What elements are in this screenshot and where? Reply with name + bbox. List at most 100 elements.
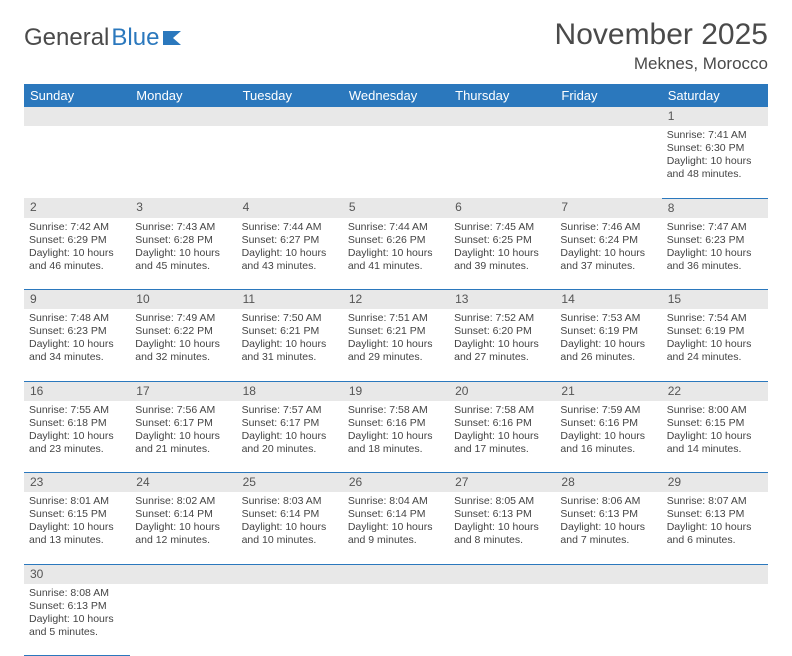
day-number-cell: 11	[237, 290, 343, 310]
day-number-cell: 1	[662, 107, 768, 126]
day-detail-cell	[449, 126, 555, 198]
day-detail-cell	[555, 584, 661, 656]
title-block: November 2025 Meknes, Morocco	[555, 18, 768, 74]
day-detail-cell	[237, 126, 343, 198]
day-detail-cell: Sunrise: 7:44 AMSunset: 6:27 PMDaylight:…	[237, 218, 343, 290]
day-number-cell	[130, 107, 236, 126]
day-detail-cell: Sunrise: 8:06 AMSunset: 6:13 PMDaylight:…	[555, 492, 661, 564]
day-number-cell: 4	[237, 198, 343, 218]
day-detail-cell: Sunrise: 7:49 AMSunset: 6:22 PMDaylight:…	[130, 309, 236, 381]
day-detail-cell: Sunrise: 7:53 AMSunset: 6:19 PMDaylight:…	[555, 309, 661, 381]
day-detail-cell: Sunrise: 7:55 AMSunset: 6:18 PMDaylight:…	[24, 401, 130, 473]
day-header: Monday	[130, 84, 236, 107]
calendar-body: 1Sunrise: 7:41 AMSunset: 6:30 PMDaylight…	[24, 107, 768, 656]
day-number-cell	[343, 564, 449, 584]
day-detail-cell: Sunrise: 7:58 AMSunset: 6:16 PMDaylight:…	[449, 401, 555, 473]
day-detail-cell: Sunrise: 7:45 AMSunset: 6:25 PMDaylight:…	[449, 218, 555, 290]
day-number-cell: 20	[449, 381, 555, 401]
day-number-cell	[555, 564, 661, 584]
day-header: Thursday	[449, 84, 555, 107]
day-number-cell: 9	[24, 290, 130, 310]
day-detail-cell: Sunrise: 7:51 AMSunset: 6:21 PMDaylight:…	[343, 309, 449, 381]
day-header: Wednesday	[343, 84, 449, 107]
day-number-cell: 23	[24, 473, 130, 493]
day-number-cell	[449, 564, 555, 584]
month-title: November 2025	[555, 18, 768, 52]
day-number-cell: 2	[24, 198, 130, 218]
day-detail-cell	[130, 126, 236, 198]
day-number-cell: 27	[449, 473, 555, 493]
day-detail-cell: Sunrise: 7:47 AMSunset: 6:23 PMDaylight:…	[662, 218, 768, 290]
logo-flag-icon	[163, 29, 185, 47]
day-number-cell: 17	[130, 381, 236, 401]
logo-text-1: General	[24, 24, 109, 52]
day-detail-cell: Sunrise: 8:03 AMSunset: 6:14 PMDaylight:…	[237, 492, 343, 564]
day-number-cell: 6	[449, 198, 555, 218]
day-number-cell: 15	[662, 290, 768, 310]
day-number-cell: 28	[555, 473, 661, 493]
day-number-cell	[24, 107, 130, 126]
day-detail-cell	[130, 584, 236, 656]
day-number-cell	[555, 107, 661, 126]
day-number-cell: 22	[662, 381, 768, 401]
logo-text-2: Blue	[111, 24, 159, 52]
day-number-cell: 18	[237, 381, 343, 401]
day-number-cell	[662, 564, 768, 584]
calendar-head: SundayMondayTuesdayWednesdayThursdayFrid…	[24, 84, 768, 107]
day-header: Sunday	[24, 84, 130, 107]
day-header: Friday	[555, 84, 661, 107]
day-detail-cell	[343, 126, 449, 198]
day-detail-cell: Sunrise: 7:56 AMSunset: 6:17 PMDaylight:…	[130, 401, 236, 473]
day-number-cell: 25	[237, 473, 343, 493]
day-detail-cell: Sunrise: 8:02 AMSunset: 6:14 PMDaylight:…	[130, 492, 236, 564]
day-detail-cell: Sunrise: 7:59 AMSunset: 6:16 PMDaylight:…	[555, 401, 661, 473]
day-number-cell: 14	[555, 290, 661, 310]
day-number-cell: 7	[555, 198, 661, 218]
header: GeneralBlue November 2025 Meknes, Morocc…	[24, 18, 768, 74]
day-detail-cell: Sunrise: 8:05 AMSunset: 6:13 PMDaylight:…	[449, 492, 555, 564]
calendar-table: SundayMondayTuesdayWednesdayThursdayFrid…	[24, 84, 768, 656]
day-number-cell: 19	[343, 381, 449, 401]
day-detail-cell: Sunrise: 8:00 AMSunset: 6:15 PMDaylight:…	[662, 401, 768, 473]
day-number-cell: 13	[449, 290, 555, 310]
day-header: Saturday	[662, 84, 768, 107]
day-detail-cell: Sunrise: 8:07 AMSunset: 6:13 PMDaylight:…	[662, 492, 768, 564]
day-detail-cell: Sunrise: 7:57 AMSunset: 6:17 PMDaylight:…	[237, 401, 343, 473]
day-detail-cell	[343, 584, 449, 656]
day-number-cell: 16	[24, 381, 130, 401]
day-number-cell	[449, 107, 555, 126]
day-number-cell: 21	[555, 381, 661, 401]
day-detail-cell	[555, 126, 661, 198]
day-number-cell: 24	[130, 473, 236, 493]
day-detail-cell	[237, 584, 343, 656]
day-number-cell	[237, 107, 343, 126]
day-detail-cell	[662, 584, 768, 656]
day-number-cell	[130, 564, 236, 584]
day-detail-cell: Sunrise: 7:43 AMSunset: 6:28 PMDaylight:…	[130, 218, 236, 290]
day-number-cell: 10	[130, 290, 236, 310]
day-number-cell	[343, 107, 449, 126]
day-detail-cell	[24, 126, 130, 198]
day-number-cell	[237, 564, 343, 584]
day-number-cell: 12	[343, 290, 449, 310]
logo: GeneralBlue	[24, 18, 185, 52]
day-number-cell: 8	[662, 198, 768, 218]
day-detail-cell: Sunrise: 7:46 AMSunset: 6:24 PMDaylight:…	[555, 218, 661, 290]
day-detail-cell: Sunrise: 7:50 AMSunset: 6:21 PMDaylight:…	[237, 309, 343, 381]
location: Meknes, Morocco	[555, 54, 768, 74]
day-detail-cell: Sunrise: 7:44 AMSunset: 6:26 PMDaylight:…	[343, 218, 449, 290]
day-number-cell: 3	[130, 198, 236, 218]
day-detail-cell: Sunrise: 7:54 AMSunset: 6:19 PMDaylight:…	[662, 309, 768, 381]
day-detail-cell	[449, 584, 555, 656]
day-number-cell: 30	[24, 564, 130, 584]
day-detail-cell: Sunrise: 7:48 AMSunset: 6:23 PMDaylight:…	[24, 309, 130, 381]
day-detail-cell: Sunrise: 8:01 AMSunset: 6:15 PMDaylight:…	[24, 492, 130, 564]
day-number-cell: 5	[343, 198, 449, 218]
day-detail-cell: Sunrise: 8:04 AMSunset: 6:14 PMDaylight:…	[343, 492, 449, 564]
day-detail-cell: Sunrise: 7:52 AMSunset: 6:20 PMDaylight:…	[449, 309, 555, 381]
day-detail-cell: Sunrise: 7:41 AMSunset: 6:30 PMDaylight:…	[662, 126, 768, 198]
day-detail-cell: Sunrise: 7:42 AMSunset: 6:29 PMDaylight:…	[24, 218, 130, 290]
day-number-cell: 26	[343, 473, 449, 493]
day-detail-cell: Sunrise: 8:08 AMSunset: 6:13 PMDaylight:…	[24, 584, 130, 656]
day-detail-cell: Sunrise: 7:58 AMSunset: 6:16 PMDaylight:…	[343, 401, 449, 473]
